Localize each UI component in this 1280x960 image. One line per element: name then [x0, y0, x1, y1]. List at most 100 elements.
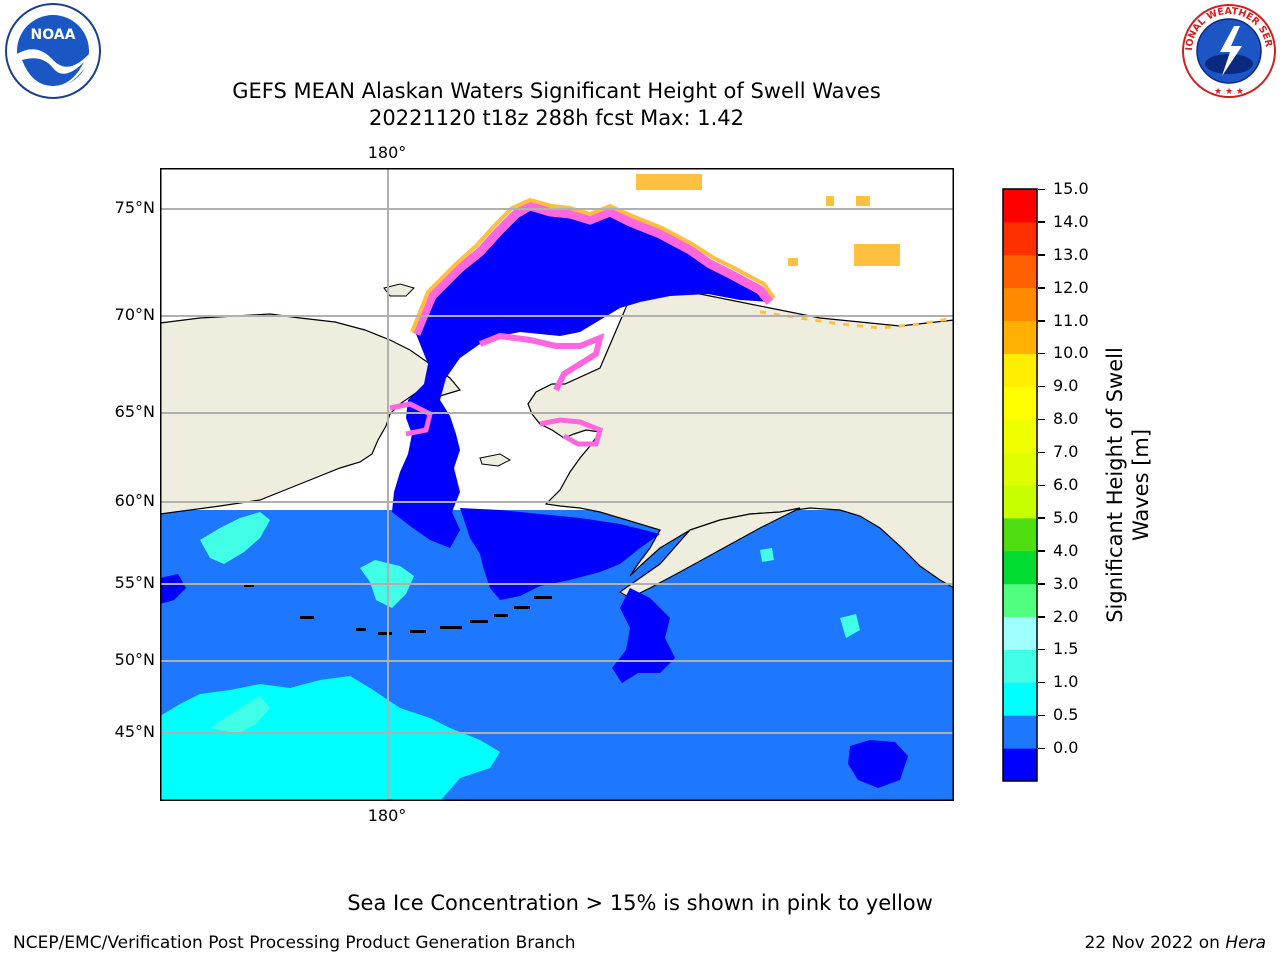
colorbar-tick-mark — [1038, 287, 1045, 289]
colorbar-tick-mark — [1038, 418, 1045, 421]
sea-ice-rim — [411, 201, 774, 336]
colorbar-tick-label: 1.5 — [1053, 639, 1079, 659]
lat-label-50: 50°N — [114, 650, 155, 669]
colorbar-tick-mark — [1038, 583, 1045, 585]
colorbar-segment — [1003, 419, 1037, 453]
colorbar-tick-mark — [1038, 221, 1045, 223]
colorbar-tick-mark — [1038, 714, 1045, 717]
colorbar-tick-label: 0.5 — [1053, 705, 1079, 725]
colorbar-segment — [1003, 715, 1037, 749]
colorbar-segment — [1003, 452, 1037, 486]
lat-label-55: 55°N — [114, 573, 155, 592]
noaa-logo-text: NOAA — [31, 27, 76, 43]
sea-ice-patch-2 — [854, 244, 900, 266]
lon-label-top: 180° — [367, 143, 407, 162]
colorbar-tick-label: 3.0 — [1053, 573, 1079, 593]
colorbar-segment — [1003, 386, 1037, 420]
colorbar-tick-label: 15.0 — [1053, 179, 1089, 198]
footer-machine: Hera — [1225, 933, 1266, 953]
colorbar-segment — [1003, 682, 1037, 716]
colorbar-tick-label: 5.0 — [1053, 507, 1079, 527]
colorbar-tick-mark — [1038, 320, 1045, 322]
sea-ice-patch-1 — [636, 174, 702, 190]
st-lawrence-island — [479, 453, 512, 467]
cyan-patch-4 — [840, 614, 860, 638]
footer-date: 22 Nov 2022 on Hera — [1084, 933, 1266, 953]
land-alaska-peninsula — [618, 507, 801, 599]
sea-ice-norton-sound — [539, 417, 604, 447]
svg-text:★ ★ ★: ★ ★ ★ — [1214, 87, 1244, 97]
sea-ice-note: Sea Ice Concentration > 15% is shown in … — [347, 891, 933, 915]
deep-blue-west — [160, 574, 186, 604]
colorbar-tick-mark — [1038, 517, 1045, 519]
colorbar-title-line-2: Waves [m] — [1129, 428, 1153, 542]
colorbar-segment — [1003, 517, 1037, 552]
noaa-logo: NOAA — [5, 3, 101, 99]
colorbar-title: Significant Height of Swell Waves [m] — [1102, 347, 1154, 623]
colorbar-segment — [1003, 583, 1037, 618]
title-line-1: GEFS MEAN Alaskan Waters Significant Hei… — [232, 79, 881, 103]
colorbar-tick-mark — [1038, 484, 1045, 486]
colorbar-segment — [1003, 616, 1037, 650]
colorbar-tick-mark — [1038, 188, 1045, 190]
deep-blue-gulf — [612, 588, 675, 683]
colorbar-segment — [1003, 320, 1037, 354]
cyan-patch-5 — [760, 548, 774, 562]
deep-blue-arctic — [392, 206, 770, 548]
colorbar-segment — [1003, 287, 1037, 322]
nws-logo: NATIONAL WEATHER SERVICE ★ ★ ★ — [1180, 2, 1276, 98]
colorbar-tick-label: 2.0 — [1053, 606, 1079, 626]
graticule — [160, 168, 954, 801]
colorbar-tick-label: 14.0 — [1053, 211, 1089, 231]
map-border — [160, 168, 954, 801]
lat-label-65: 65°N — [114, 402, 155, 421]
colorbar-tick-mark — [1038, 451, 1045, 454]
colorbar-tick-label: 11.0 — [1053, 310, 1089, 330]
colorbar-tick-mark — [1038, 254, 1045, 256]
swell-height-map — [160, 168, 954, 801]
lon-label-bottom: 180° — [367, 806, 407, 825]
deep-blue-bering — [460, 508, 660, 600]
colorbar-tick-label: 0.0 — [1053, 738, 1079, 758]
colorbar-segment — [1003, 550, 1037, 585]
colorbar-segment — [1003, 353, 1037, 387]
colorbar-tick-mark — [1038, 747, 1045, 750]
footer-date-text: 22 Nov 2022 on — [1084, 933, 1226, 953]
colorbar-title-line-1: Significant Height of Swell — [1103, 347, 1127, 623]
colorbar-tick-label: 8.0 — [1053, 409, 1079, 429]
sea-ice-patch-3 — [826, 196, 834, 206]
colorbar-segment — [1003, 748, 1037, 782]
colorbar-tick-mark — [1038, 681, 1045, 684]
land-alaska — [527, 289, 954, 589]
cyan-patch-2 — [200, 512, 270, 564]
colorbar-tick-label: 10.0 — [1053, 343, 1089, 363]
colorbar-tick-label: 1.0 — [1053, 672, 1079, 692]
colorbar-tick-mark — [1038, 385, 1045, 388]
colorbar-segment — [1003, 189, 1037, 223]
colorbar-segment — [1003, 254, 1037, 289]
lat-label-45: 45°N — [114, 722, 155, 741]
colorbar-tick-mark — [1038, 648, 1045, 651]
colorbar-tick-mark — [1038, 616, 1045, 618]
colorbar-border — [1002, 188, 1038, 782]
colorbar-tick-label: 12.0 — [1053, 277, 1089, 297]
colorbar-tick-label: 4.0 — [1053, 540, 1079, 560]
footer-producer: NCEP/EMC/Verification Post Processing Pr… — [13, 933, 576, 953]
chart-title: GEFS MEAN Alaskan Waters Significant Hei… — [0, 78, 1113, 132]
colorbar-tick-mark — [1038, 550, 1045, 552]
lat-label-60: 60°N — [114, 491, 155, 510]
lat-label-70: 70°N — [114, 305, 155, 324]
cyan-patch-3 — [210, 696, 270, 734]
colorbar-tick-label: 6.0 — [1053, 475, 1079, 494]
colorbar-segment — [1003, 485, 1037, 519]
sea-ice-bering-strait — [478, 332, 605, 392]
sea-ice-edge — [410, 197, 776, 333]
lat-label-75: 75°N — [114, 198, 155, 217]
colorbar — [1002, 188, 1038, 782]
title-line-2: 20221120 t18z 288h fcst Max: 1.42 — [369, 106, 744, 130]
deep-blue-se — [848, 740, 908, 788]
colorbar-tick-label: 7.0 — [1053, 442, 1079, 462]
sea-ice-patch-5 — [788, 258, 798, 266]
colorbar-segment — [1003, 221, 1037, 256]
sea-ice-patch-4 — [856, 196, 870, 206]
